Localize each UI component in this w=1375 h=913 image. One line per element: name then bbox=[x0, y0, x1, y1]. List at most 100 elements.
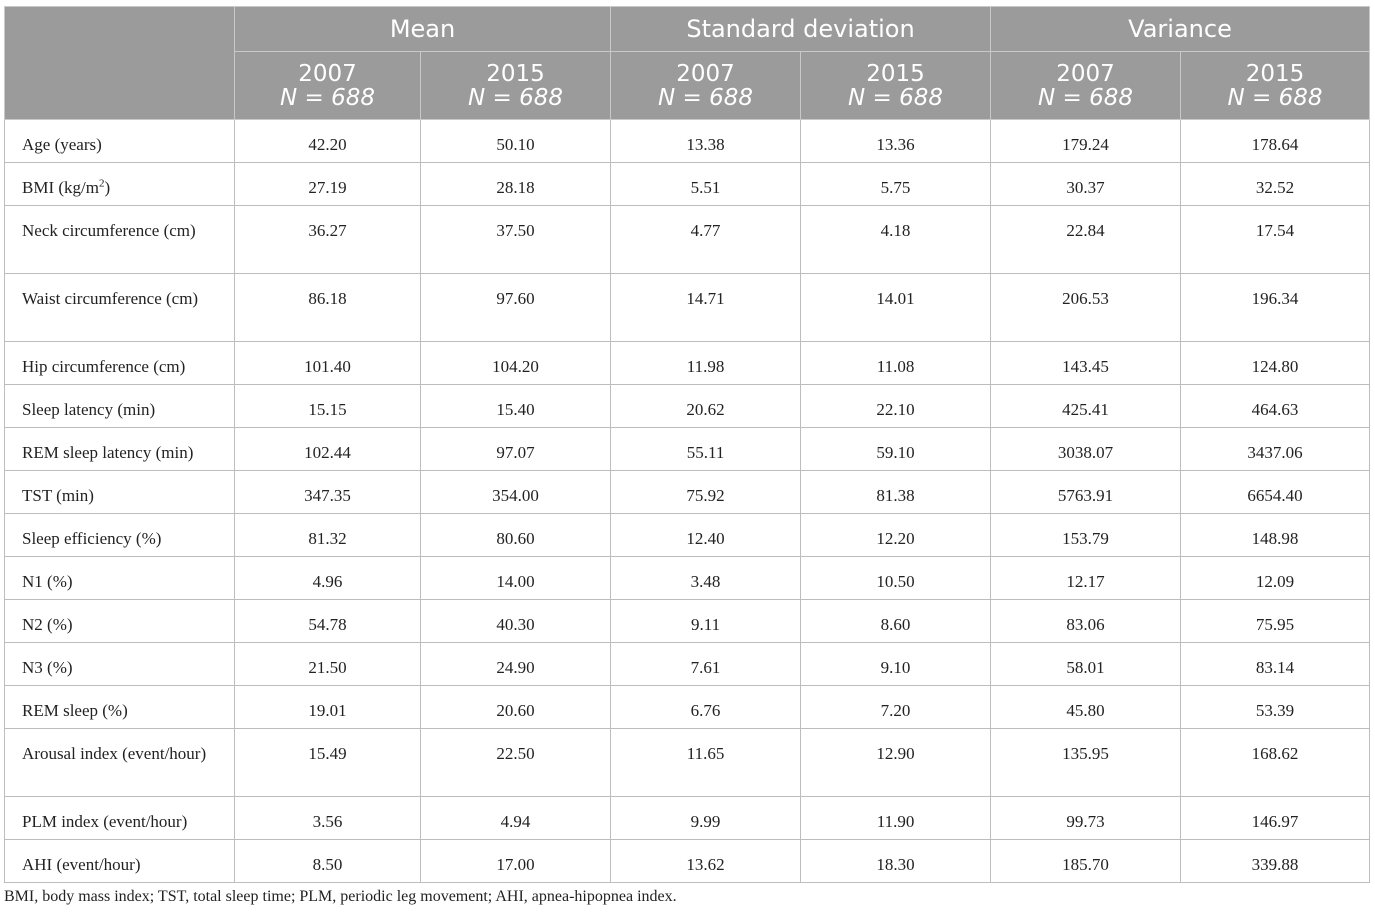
cell-variance-2015: 83.14 bbox=[1180, 642, 1371, 686]
header-empty-cell bbox=[4, 6, 235, 120]
header-n: N = 688 bbox=[1227, 84, 1323, 111]
cell-variance-2007: 206.53 bbox=[990, 273, 1182, 342]
cell-sd-2007: 9.11 bbox=[610, 599, 802, 643]
cell-sd-2007: 13.62 bbox=[610, 839, 802, 883]
cell-variance-2007: 45.80 bbox=[990, 685, 1182, 729]
cell-sd-2015: 10.50 bbox=[800, 556, 992, 600]
header-group-mean: Mean bbox=[233, 6, 612, 52]
cell-variance-2015: 168.62 bbox=[1180, 728, 1371, 797]
table-row: Neck circumference (cm) 36.27 37.50 4.77… bbox=[4, 205, 1371, 274]
cell-variance-2015: 339.88 bbox=[1180, 839, 1371, 883]
row-label: Sleep efficiency (%) bbox=[4, 513, 235, 557]
cell-variance-2007: 5763.91 bbox=[990, 470, 1182, 514]
cell-mean-2015: 24.90 bbox=[419, 642, 612, 686]
cell-mean-2015: 4.94 bbox=[419, 796, 612, 840]
cell-variance-2015: 32.52 bbox=[1180, 162, 1371, 206]
cell-variance-2015: 124.80 bbox=[1180, 341, 1371, 385]
cell-mean-2007: 101.40 bbox=[234, 341, 421, 385]
header-group-standard-deviation: Standard deviation bbox=[610, 6, 992, 52]
cell-sd-2007: 11.65 bbox=[610, 728, 802, 797]
cell-mean-2015: 14.00 bbox=[419, 556, 612, 600]
table-row: AHI (event/hour) 8.50 17.00 13.62 18.30 … bbox=[4, 839, 1371, 883]
cell-variance-2015: 464.63 bbox=[1180, 384, 1371, 428]
data-table: Mean Standard deviation Variance 2007 N =… bbox=[4, 6, 1371, 883]
cell-variance-2007: 30.37 bbox=[990, 162, 1182, 206]
row-label: REM sleep latency (min) bbox=[4, 427, 235, 471]
row-label: N2 (%) bbox=[4, 599, 235, 643]
cell-mean-2015: 97.07 bbox=[419, 427, 612, 471]
cell-mean-2015: 40.30 bbox=[419, 599, 612, 643]
table-row: Arousal index (event/hour) 15.49 22.50 1… bbox=[4, 728, 1371, 797]
cell-variance-2007: 143.45 bbox=[990, 341, 1182, 385]
cell-variance-2007: 12.17 bbox=[990, 556, 1182, 600]
cell-sd-2015: 14.01 bbox=[800, 273, 992, 342]
cell-sd-2015: 12.20 bbox=[800, 513, 992, 557]
row-label: Arousal index (event/hour) bbox=[4, 728, 235, 797]
header-n: N = 688 bbox=[658, 84, 754, 111]
cell-sd-2007: 12.40 bbox=[610, 513, 802, 557]
cell-variance-2007: 153.79 bbox=[990, 513, 1182, 557]
cell-mean-2015: 104.20 bbox=[419, 341, 612, 385]
cell-sd-2007: 9.99 bbox=[610, 796, 802, 840]
row-label: REM sleep (%) bbox=[4, 685, 235, 729]
cell-sd-2015: 12.90 bbox=[800, 728, 992, 797]
table-row: Waist circumference (cm) 86.18 97.60 14.… bbox=[4, 273, 1371, 342]
cell-mean-2015: 50.10 bbox=[419, 119, 612, 163]
table-row: REM sleep (%) 19.01 20.60 6.76 7.20 45.8… bbox=[4, 685, 1371, 729]
header-year: 2007 bbox=[1056, 60, 1115, 87]
table-row: N1 (%) 4.96 14.00 3.48 10.50 12.17 12.09 bbox=[4, 556, 1371, 600]
cell-mean-2007: 81.32 bbox=[234, 513, 421, 557]
cell-mean-2015: 354.00 bbox=[419, 470, 612, 514]
cell-sd-2007: 3.48 bbox=[610, 556, 802, 600]
table-row: REM sleep latency (min) 102.44 97.07 55.… bbox=[4, 427, 1371, 471]
cell-mean-2007: 3.56 bbox=[234, 796, 421, 840]
header-year: 2015 bbox=[866, 60, 925, 87]
header-n: N = 688 bbox=[468, 84, 563, 111]
row-label: PLM index (event/hour) bbox=[4, 796, 235, 840]
cell-variance-2007: 135.95 bbox=[990, 728, 1182, 797]
cell-variance-2007: 83.06 bbox=[990, 599, 1182, 643]
cell-mean-2007: 36.27 bbox=[234, 205, 421, 274]
cell-sd-2007: 75.92 bbox=[610, 470, 802, 514]
row-label: TST (min) bbox=[4, 470, 235, 514]
cell-variance-2007: 22.84 bbox=[990, 205, 1182, 274]
cell-sd-2015: 59.10 bbox=[800, 427, 992, 471]
row-label: BMI (kg/m2) bbox=[4, 162, 235, 206]
header-n: N = 688 bbox=[280, 84, 375, 111]
cell-mean-2007: 347.35 bbox=[234, 470, 421, 514]
table-row: BMI (kg/m2) 27.19 28.18 5.51 5.75 30.37 … bbox=[4, 162, 1371, 206]
header-year: 2007 bbox=[676, 60, 735, 87]
cell-variance-2015: 12.09 bbox=[1180, 556, 1371, 600]
cell-variance-2015: 148.98 bbox=[1180, 513, 1371, 557]
cell-mean-2015: 97.60 bbox=[419, 273, 612, 342]
cell-sd-2015: 13.36 bbox=[800, 119, 992, 163]
cell-variance-2015: 6654.40 bbox=[1180, 470, 1371, 514]
row-label: Age (years) bbox=[4, 119, 235, 163]
cell-sd-2007: 11.98 bbox=[610, 341, 802, 385]
row-label: N3 (%) bbox=[4, 642, 235, 686]
cell-mean-2007: 54.78 bbox=[234, 599, 421, 643]
cell-sd-2015: 5.75 bbox=[800, 162, 992, 206]
cell-sd-2015: 81.38 bbox=[800, 470, 992, 514]
cell-variance-2007: 179.24 bbox=[990, 119, 1182, 163]
cell-variance-2007: 425.41 bbox=[990, 384, 1182, 428]
cell-mean-2015: 22.50 bbox=[419, 728, 612, 797]
cell-sd-2007: 4.77 bbox=[610, 205, 802, 274]
header-year-cell: 2007 N = 688 bbox=[990, 51, 1182, 120]
cell-sd-2007: 20.62 bbox=[610, 384, 802, 428]
cell-sd-2007: 14.71 bbox=[610, 273, 802, 342]
table-row: Sleep latency (min) 15.15 15.40 20.62 22… bbox=[4, 384, 1371, 428]
cell-mean-2015: 15.40 bbox=[419, 384, 612, 428]
cell-sd-2015: 9.10 bbox=[800, 642, 992, 686]
cell-variance-2007: 185.70 bbox=[990, 839, 1182, 883]
cell-mean-2007: 15.49 bbox=[234, 728, 421, 797]
cell-sd-2007: 6.76 bbox=[610, 685, 802, 729]
cell-mean-2015: 28.18 bbox=[419, 162, 612, 206]
cell-sd-2015: 8.60 bbox=[800, 599, 992, 643]
header-year: 2015 bbox=[1245, 60, 1305, 87]
cell-mean-2015: 20.60 bbox=[419, 685, 612, 729]
cell-mean-2007: 15.15 bbox=[234, 384, 421, 428]
table-row: N2 (%) 54.78 40.30 9.11 8.60 83.06 75.95 bbox=[4, 599, 1371, 643]
table-footnote: BMI, body mass index; TST, total sleep t… bbox=[4, 888, 677, 905]
cell-sd-2015: 11.90 bbox=[800, 796, 992, 840]
